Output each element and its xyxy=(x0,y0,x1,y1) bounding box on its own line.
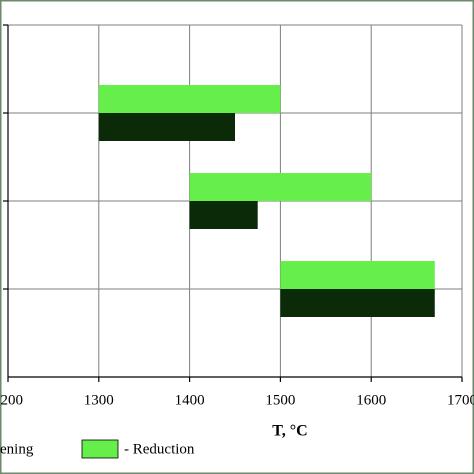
x-tick-label: 1600 xyxy=(356,392,386,408)
x-axis-label: T, °C xyxy=(272,423,307,440)
bar xyxy=(189,173,372,201)
x-tick-label: 1400 xyxy=(175,392,205,408)
legend-label: ening xyxy=(0,441,34,457)
bar xyxy=(280,261,435,289)
x-tick-label: 1700 xyxy=(447,392,474,408)
bar xyxy=(280,289,435,317)
x-tick-label: 1200 xyxy=(0,392,23,408)
legend-label: - Reduction xyxy=(124,441,195,457)
bar xyxy=(98,113,235,141)
bar xyxy=(98,85,281,113)
legend-swatch xyxy=(81,439,119,459)
x-tick-label: 1300 xyxy=(84,392,114,408)
x-tick-label: 1500 xyxy=(265,392,295,408)
bar xyxy=(189,201,258,229)
